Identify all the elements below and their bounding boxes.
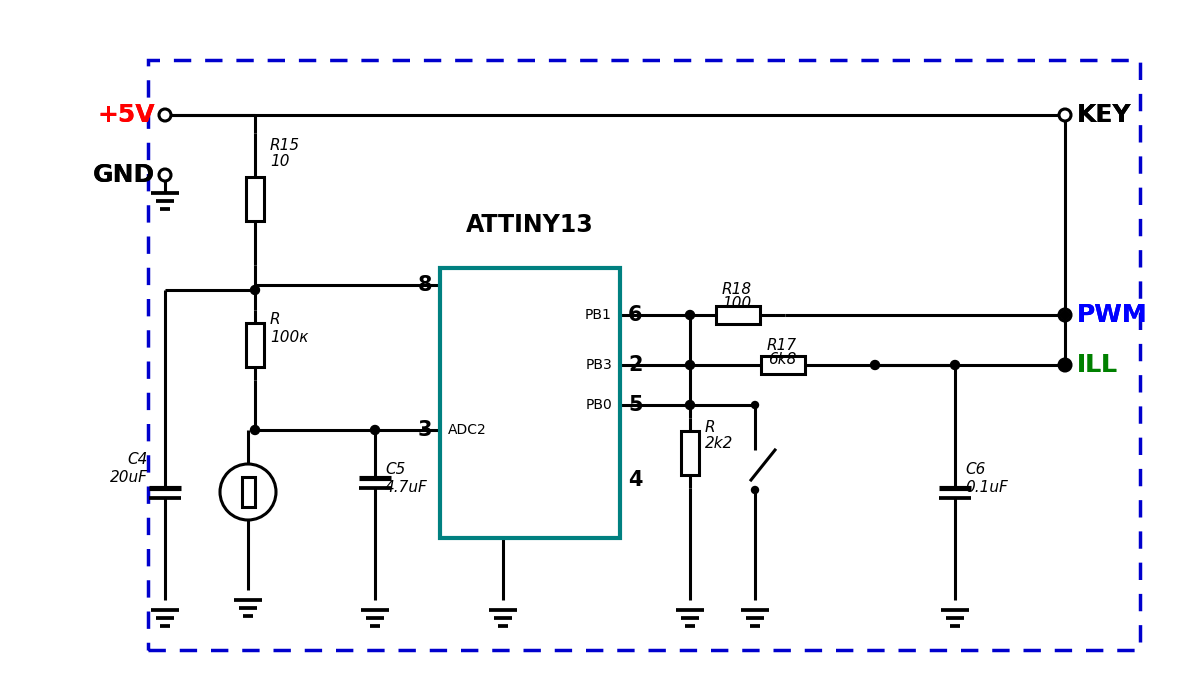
Bar bbox=[761, 356, 805, 374]
Circle shape bbox=[1059, 309, 1071, 321]
Text: 2: 2 bbox=[628, 355, 642, 375]
Text: C4: C4 bbox=[128, 453, 148, 468]
Bar bbox=[440, 268, 620, 538]
Text: C6: C6 bbox=[965, 462, 985, 477]
Text: R: R bbox=[705, 421, 716, 435]
Text: 3: 3 bbox=[418, 420, 432, 440]
Text: 4.7uF: 4.7uF bbox=[385, 480, 427, 495]
Text: 6k8: 6k8 bbox=[768, 352, 796, 367]
Text: 100: 100 bbox=[723, 296, 751, 311]
Text: 8: 8 bbox=[418, 275, 432, 295]
Text: GND: GND bbox=[93, 163, 155, 187]
Bar bbox=[246, 177, 264, 221]
Text: 4: 4 bbox=[628, 470, 642, 490]
Bar bbox=[246, 323, 264, 367]
Circle shape bbox=[1060, 311, 1069, 320]
Text: ILL: ILL bbox=[1077, 353, 1118, 377]
Circle shape bbox=[686, 401, 694, 410]
Text: R18: R18 bbox=[722, 282, 753, 298]
Text: KEY: KEY bbox=[1077, 103, 1131, 127]
Bar bbox=[681, 431, 699, 475]
Circle shape bbox=[1060, 361, 1069, 370]
Text: 100к: 100к bbox=[269, 329, 309, 345]
Text: 2k2: 2k2 bbox=[705, 437, 734, 451]
Text: GND: GND bbox=[93, 163, 155, 187]
Text: ATTINY13: ATTINY13 bbox=[466, 213, 594, 237]
Circle shape bbox=[751, 486, 758, 493]
Circle shape bbox=[686, 311, 694, 320]
Text: 10: 10 bbox=[269, 154, 290, 170]
Circle shape bbox=[870, 361, 880, 370]
Text: ADC2: ADC2 bbox=[447, 423, 487, 437]
Text: ILL: ILL bbox=[1077, 353, 1118, 377]
Circle shape bbox=[159, 109, 171, 121]
Circle shape bbox=[1060, 361, 1069, 370]
Circle shape bbox=[1059, 359, 1071, 371]
Circle shape bbox=[250, 426, 260, 435]
Bar bbox=[716, 306, 760, 324]
Circle shape bbox=[1059, 109, 1071, 121]
Text: PWM: PWM bbox=[1077, 303, 1148, 327]
Text: 0.1uF: 0.1uF bbox=[965, 480, 1008, 495]
Text: KEY: KEY bbox=[1077, 103, 1131, 127]
Text: C5: C5 bbox=[385, 462, 406, 477]
Text: PB0: PB0 bbox=[585, 398, 612, 412]
Circle shape bbox=[159, 169, 171, 181]
Text: 20uF: 20uF bbox=[110, 469, 148, 484]
Circle shape bbox=[751, 401, 758, 408]
Circle shape bbox=[686, 361, 694, 370]
Text: R17: R17 bbox=[767, 338, 796, 352]
Text: PB1: PB1 bbox=[585, 308, 612, 322]
Text: R: R bbox=[269, 313, 280, 327]
Text: 6: 6 bbox=[628, 305, 642, 325]
Bar bbox=[241, 477, 254, 507]
Circle shape bbox=[370, 426, 380, 435]
Text: +5V: +5V bbox=[97, 103, 155, 127]
Text: 5: 5 bbox=[628, 395, 642, 415]
Text: R15: R15 bbox=[269, 138, 300, 152]
Text: PWM: PWM bbox=[1077, 303, 1148, 327]
Circle shape bbox=[250, 286, 260, 295]
Text: +5V: +5V bbox=[97, 103, 155, 127]
Bar bbox=[148, 60, 1140, 650]
Text: PB3: PB3 bbox=[585, 358, 612, 372]
Circle shape bbox=[951, 361, 959, 370]
